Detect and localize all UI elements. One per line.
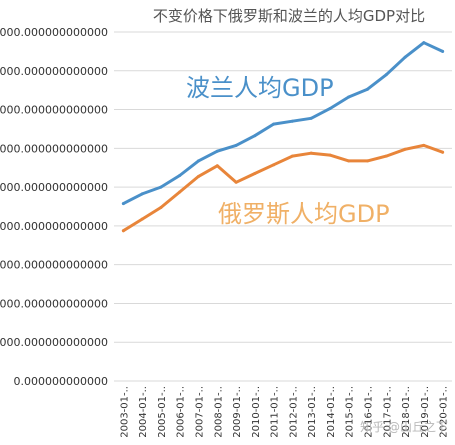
data-point [197,174,200,178]
data-point [159,205,163,209]
x-tick-label: 2017-01-.. [382,386,393,438]
x-tick-label: 2013-01-.. [307,386,318,438]
y-tick-label: 12000.000000000000 [0,142,108,155]
data-point [441,49,445,53]
y-tick-label: 10000.000000000000 [0,181,108,194]
chart-title: 不变价格下俄罗斯和波兰的人均GDP对比 [153,7,425,25]
x-tick-label: 2015-01-.. [345,386,356,438]
data-point [253,172,257,176]
y-tick-label: 16000.000000000000 [0,65,108,78]
x-tick-label: 2007-01-.. [195,386,206,438]
data-point [422,41,426,45]
x-tick-label: 2018-01-.. [401,386,412,438]
data-point [197,159,200,163]
data-point [272,163,276,167]
x-tick-label: 2004-01-.. [138,386,149,438]
data-point [178,190,182,194]
series-label-poland: 波兰人均GDP [186,74,334,102]
data-point [384,154,388,158]
data-point [441,150,445,154]
data-point [422,143,426,147]
data-point [403,55,407,59]
y-axis-ticks: 0.000000000000 2000.000000000000 4000.0000… [0,26,108,388]
x-tick-label: 2005-01-.. [157,386,168,438]
y-tick-label: 0.000000000000 [14,375,108,388]
data-point [366,87,369,91]
y-tick-label: 14000.000000000000 [0,104,108,117]
data-point [384,73,388,77]
x-tick-label: 2014-01-.. [326,386,337,438]
data-point [347,95,351,99]
x-tick-label: 2010-01-.. [251,386,262,438]
data-point [328,107,332,111]
series-lines [121,41,445,233]
y-tick-label: 4000.000000000000 [0,297,108,310]
x-tick-label: 2020-01-.. [439,386,450,438]
x-tick-label: 2009-01-.. [232,386,243,438]
y-tick-label: 2000.000000000000 [0,336,108,349]
x-tick-label: 2019-01-.. [420,386,431,438]
data-point [159,185,163,189]
x-axis-ticks: 2003-01-.. 2004-01-.. 2005-01-.. 2006-01-..… [119,386,449,438]
data-point [290,154,294,158]
series-line-1 [121,143,445,233]
data-point [347,159,351,163]
series-line-0 [121,41,445,206]
data-point [140,217,144,221]
data-point [366,159,369,163]
grid-lines [114,31,452,382]
data-point [234,143,238,147]
watermark: 知乎 @山丘之下 [360,420,448,434]
y-tick-label: 8000.000000000000 [0,220,108,233]
y-tick-label: 18000.000000000000 [0,26,108,39]
series-label-russia: 俄罗斯人均GDP [218,200,390,228]
data-point [140,192,144,196]
x-tick-label: 2012-01-.. [288,386,299,438]
x-tick-label: 2008-01-.. [213,386,224,438]
data-point [121,202,125,206]
x-tick-label: 2011-01-.. [270,386,281,438]
data-point [253,134,257,138]
x-tick-label: 2006-01-.. [176,386,187,438]
data-point [121,229,125,233]
data-point [403,147,407,151]
data-point [328,153,332,157]
y-tick-label: 6000.000000000000 [0,259,108,272]
data-point [178,173,182,177]
data-point [215,164,219,168]
data-point [272,122,276,126]
data-point [290,119,294,123]
data-point [309,151,313,155]
data-point [309,116,313,120]
x-tick-label: 2003-01-.. [119,386,130,438]
x-tick-label: 2016-01-.. [364,386,375,438]
data-point [234,180,238,184]
data-point [215,149,219,153]
